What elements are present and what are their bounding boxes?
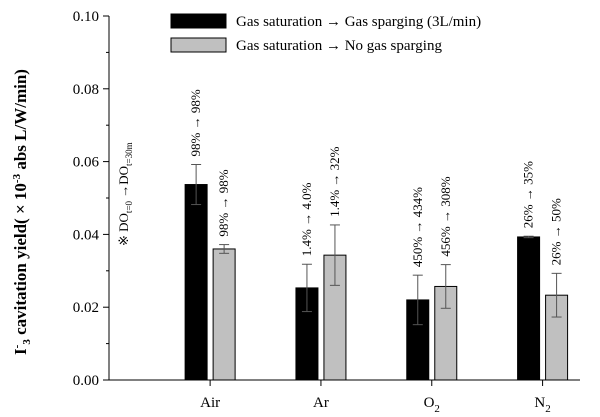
y-tick-label: 0.00 [73,373,99,389]
x-tick-label: O2 [424,395,440,415]
data-label: 1.4% → 32% [327,146,342,217]
data-label: 1.4% → 4.0% [299,182,314,256]
legend-label: Gas saturation → Gas sparging (3L/min) [236,14,481,30]
x-tick-label: Air [200,395,220,411]
x-tick-label: N2 [534,395,550,415]
data-label: 26% → 50% [549,198,564,265]
y-tick-label: 0.10 [73,9,99,25]
data-label: 26% → 35% [521,161,536,228]
bar [517,236,541,381]
data-label: 98% → 98% [188,89,203,156]
bars: 98% → 98% 98% → 98% 1.4% → 4.0% 1.4% → 32% 4… [184,89,569,381]
bar [184,184,208,381]
x-tick-label: Ar [313,395,329,411]
y-axis-label: I-3 cavitation yield( × 10-3 abs L/W/min… [11,69,33,355]
y-tick-label: 0.02 [73,300,99,316]
y-tick-label: 0.08 [73,82,99,98]
data-label: 456% → 308% [438,176,453,256]
data-label: 98% → 98% [216,169,231,236]
legend-swatch [170,13,227,29]
legend-label: Gas saturation → No gas sparging [236,38,442,54]
legend: Gas saturation → Gas sparging (3L/min) Ga… [170,13,481,54]
data-label: 450% → 434% [410,187,425,267]
legend-swatch [170,37,227,53]
bar [212,248,236,381]
do-annotation: ※ DOt=0 →DOt=30m [116,142,134,246]
y-tick-label: 0.06 [73,155,100,171]
y-tick-label: 0.04 [73,227,100,243]
